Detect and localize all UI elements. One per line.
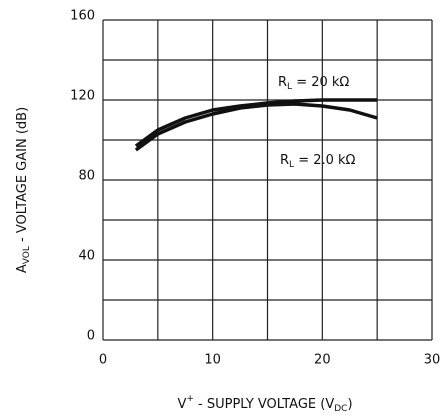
series-label-part: R [280, 153, 289, 168]
x-axis-label: V+ - SUPPLY VOLTAGE (VDC) [177, 394, 352, 414]
y-label-part: A [15, 264, 30, 273]
y-label-part: - VOLTAGE GAIN (dB) [15, 107, 30, 246]
x-label-part: + [186, 394, 194, 404]
x-tick-label: 10 [204, 353, 221, 368]
x-label-part: - SUPPLY VOLTAGE (V [194, 397, 334, 412]
series-line [134, 98, 378, 148]
y-tick-label: 120 [70, 89, 95, 104]
y-label-part: VOL [22, 246, 32, 264]
y-axis-label: AVOL - VOLTAGE GAIN (dB) [15, 107, 32, 273]
x-tick-label: 0 [99, 353, 107, 368]
series-label-part: = 2.0 kΩ [294, 153, 355, 168]
x-tick-label: 20 [314, 353, 331, 368]
series-line [134, 102, 378, 152]
series-label-part: R [278, 75, 287, 90]
x-label-part: V [177, 397, 186, 412]
x-tick-label: 30 [424, 353, 441, 368]
series-label: RL = 2.0 kΩ [280, 153, 356, 170]
series-label: RL = 20 kΩ [278, 75, 349, 92]
y-tick-label: 40 [78, 249, 95, 264]
series-label-part: = 20 kΩ [292, 75, 349, 90]
x-label-part: DC [334, 404, 347, 414]
series-label-part: L [289, 160, 294, 170]
y-tick-label: 80 [78, 169, 95, 184]
x-label-part: ) [347, 397, 352, 412]
series-label-part: L [287, 82, 292, 92]
y-tick-label: 0 [87, 329, 95, 344]
y-tick-label: 160 [70, 9, 95, 24]
